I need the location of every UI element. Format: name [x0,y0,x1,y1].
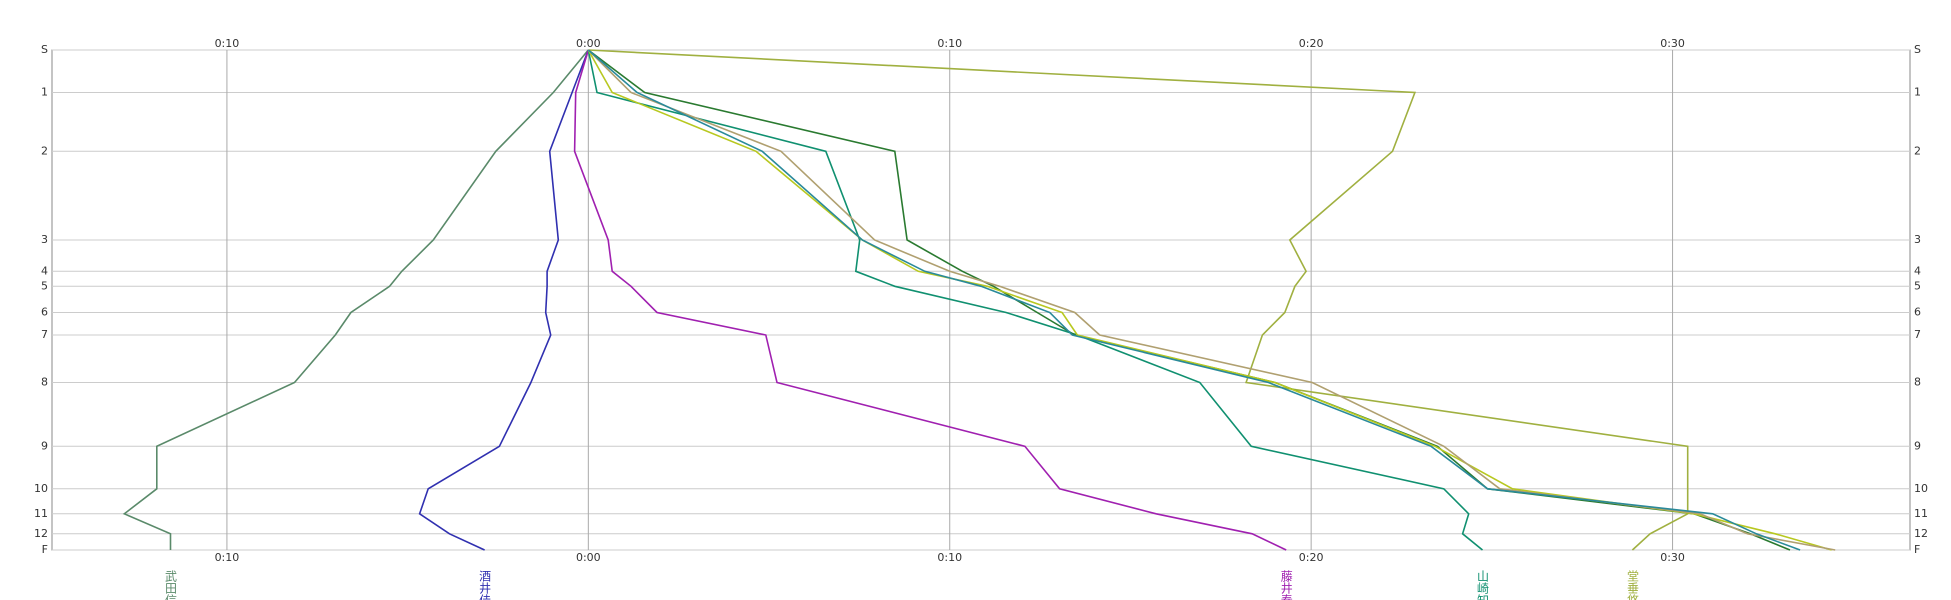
y-tick-label: 6 [41,306,48,319]
plot-frame [51,49,1911,551]
runner-label: 酒井佳 [478,570,492,600]
y-tick-label: 5 [41,279,48,292]
runner-line [587,49,1836,551]
y-tick-label: S [41,43,48,56]
x-tick-label: 0:30 [1660,37,1685,50]
runner-line [573,49,1287,551]
runner-label: 堂垂悠 [1625,570,1639,600]
runner-line [587,49,1832,551]
x-tick-label: 0:00 [576,551,601,564]
y-tick-label: S [1914,43,1921,56]
x-tick-label: 0:10 [215,551,240,564]
y-tick-label: 1 [1914,86,1921,99]
runner-line [587,49,1801,551]
y-tick-label: 2 [41,144,48,157]
y-tick-label: 3 [41,233,48,246]
x-tick-label: 0:10 [215,37,240,50]
y-tick-label: 2 [1914,144,1921,157]
y-tick-label: 8 [41,376,48,389]
y-tick-label: 12 [34,527,48,540]
x-tick-label: 0:10 [937,551,962,564]
y-tick-label: 5 [1914,279,1921,292]
x-tick-label: 0:00 [576,37,601,50]
runner-label: 山崎知 [1475,570,1489,600]
y-tick-label: 11 [34,507,48,520]
runner-line [587,49,1484,551]
y-tick-label: 8 [1914,376,1921,389]
x-tick-label: 0:20 [1299,551,1324,564]
runner-label: 藤井春 [1279,570,1293,600]
y-tick-label: 11 [1914,507,1928,520]
y-tick-label: 7 [41,328,48,341]
y-tick-label: 10 [34,482,48,495]
runner-line [588,49,1689,551]
y-tick-label: 7 [1914,328,1921,341]
y-tick-label: 4 [1914,264,1921,277]
y-tick-label: 1 [41,86,48,99]
y-tick-label: 4 [41,264,48,277]
y-tick-label: 6 [1914,306,1921,319]
y-tick-label: 10 [1914,482,1928,495]
y-tick-label: 9 [41,439,48,452]
y-tick-label: F [1914,543,1920,556]
x-tick-label: 0:20 [1299,37,1324,50]
y-tick-label: F [42,543,48,556]
x-tick-label: 0:10 [937,37,962,50]
runner-line [587,49,1791,551]
runner-line [122,49,589,550]
y-tick-label: 12 [1914,527,1928,540]
y-tick-label: 3 [1914,233,1921,246]
runner-label: 武田信 [164,570,178,600]
y-tick-label: 9 [1914,439,1921,452]
x-tick-label: 0:30 [1660,551,1685,564]
runner-line [418,49,590,551]
